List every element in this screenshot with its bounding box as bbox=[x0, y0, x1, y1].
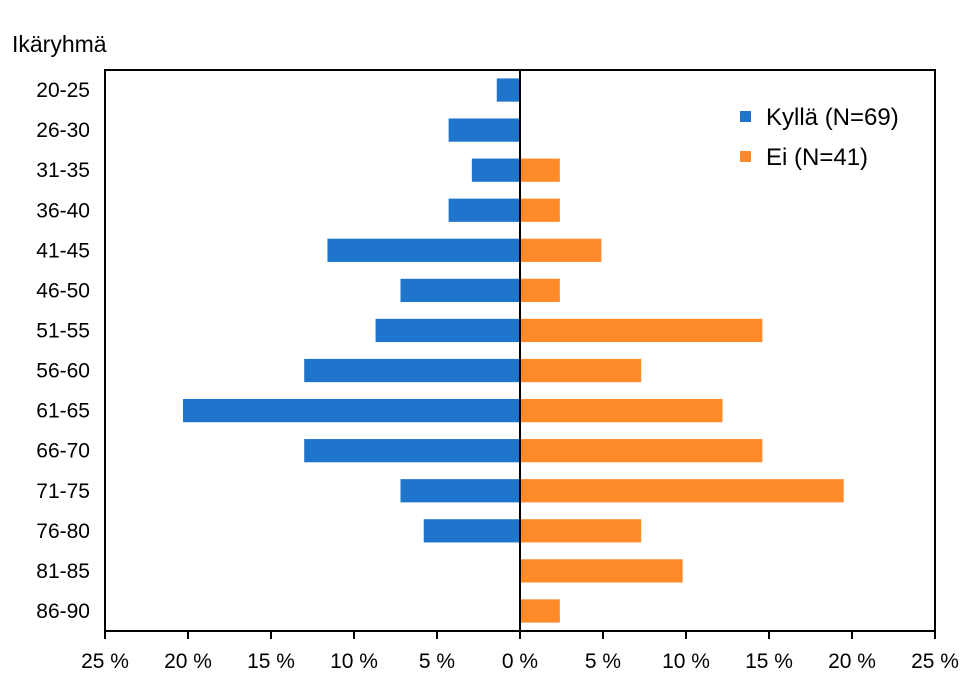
legend-label: Ei (N=41) bbox=[766, 144, 868, 171]
bar-ei-56-60 bbox=[520, 358, 642, 383]
x-tick-label: 10 % bbox=[662, 650, 710, 673]
legend-label: Kyllä (N=69) bbox=[766, 104, 899, 131]
x-tick-label: 5 % bbox=[419, 650, 455, 673]
bar-ei-36-40 bbox=[520, 198, 560, 222]
x-tick-label: 25 % bbox=[81, 650, 129, 673]
category-label: 51-55 bbox=[36, 319, 90, 342]
category-label: 31-35 bbox=[36, 159, 90, 182]
bar-ei-31-35 bbox=[520, 158, 560, 182]
bar-kylla-76-80 bbox=[423, 519, 520, 543]
bar-ei-66-70 bbox=[520, 439, 763, 463]
bar-kylla-46-50 bbox=[400, 278, 520, 303]
x-axis-ticks: 25 % 20 % 15 % 10 % 5 % 0 % 5 % 10 % 15 % 20 % 25 … bbox=[81, 631, 959, 673]
category-label: 56-60 bbox=[36, 360, 90, 383]
bar-kylla-20-25 bbox=[496, 78, 520, 102]
bar-ei-81-85 bbox=[520, 559, 683, 583]
y-axis-title: Ikäryhmä bbox=[12, 31, 107, 57]
bar-ei-61-65 bbox=[520, 398, 723, 423]
x-tick-label: 15 % bbox=[745, 650, 793, 673]
bar-ei-51-55 bbox=[520, 318, 763, 343]
bar-kylla-41-45 bbox=[327, 238, 520, 262]
category-label: 36-40 bbox=[36, 199, 90, 222]
category-label: 76-80 bbox=[36, 520, 90, 543]
x-tick-label: 0 % bbox=[502, 650, 538, 673]
category-label: 71-75 bbox=[36, 480, 90, 503]
category-label: 41-45 bbox=[36, 239, 90, 262]
legend-swatch bbox=[740, 151, 751, 162]
x-tick-label: 15 % bbox=[247, 650, 295, 673]
legend: Kyllä (N=69) Ei (N=41) bbox=[740, 104, 899, 171]
bar-kylla-31-35 bbox=[471, 158, 520, 182]
x-tick-label: 5 % bbox=[585, 650, 621, 673]
bar-ei-41-45 bbox=[520, 238, 602, 262]
bar-kylla-71-75 bbox=[400, 479, 520, 503]
bars-layer bbox=[183, 78, 844, 623]
category-label: 20-25 bbox=[36, 79, 90, 102]
category-label: 61-65 bbox=[36, 400, 90, 423]
x-tick-label: 25 % bbox=[911, 650, 959, 673]
bar-kylla-56-60 bbox=[304, 358, 520, 383]
category-label: 81-85 bbox=[36, 560, 90, 583]
category-label: 86-90 bbox=[36, 600, 90, 623]
bar-ei-46-50 bbox=[520, 278, 560, 303]
bar-ei-71-75 bbox=[520, 479, 844, 503]
bar-kylla-61-65 bbox=[183, 398, 520, 423]
bar-ei-76-80 bbox=[520, 519, 642, 543]
category-label: 26-30 bbox=[36, 119, 90, 142]
bar-kylla-66-70 bbox=[304, 439, 520, 463]
bar-kylla-51-55 bbox=[375, 318, 520, 343]
category-label: 66-70 bbox=[36, 440, 90, 463]
category-label: 46-50 bbox=[36, 279, 90, 302]
x-tick-label: 20 % bbox=[164, 650, 212, 673]
x-tick-label: 10 % bbox=[330, 650, 378, 673]
x-tick-label: 20 % bbox=[828, 650, 876, 673]
bar-kylla-36-40 bbox=[448, 198, 520, 222]
legend-swatch bbox=[740, 111, 751, 122]
bar-ei-86-90 bbox=[520, 599, 560, 623]
category-labels: 20-25 26-30 31-35 36-40 41-45 46-50 51-55 56-60… bbox=[36, 79, 90, 623]
bar-kylla-26-30 bbox=[448, 118, 520, 142]
